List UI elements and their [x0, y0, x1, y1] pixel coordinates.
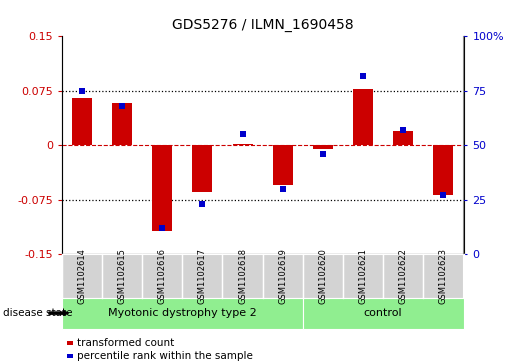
Bar [72, 98, 92, 145]
Title: GDS5276 / ILMN_1690458: GDS5276 / ILMN_1690458 [172, 19, 353, 33]
Text: GSM1102614: GSM1102614 [77, 248, 87, 304]
Text: GSM1102616: GSM1102616 [158, 248, 167, 304]
Bar [112, 103, 132, 145]
Text: transformed count: transformed count [77, 338, 175, 348]
Bar [273, 145, 293, 185]
Text: control: control [364, 308, 403, 318]
Text: GSM1102621: GSM1102621 [358, 248, 368, 304]
Text: Myotonic dystrophy type 2: Myotonic dystrophy type 2 [108, 308, 256, 318]
Bar [192, 145, 212, 192]
Text: disease state: disease state [3, 308, 72, 318]
Bar [353, 89, 373, 145]
Bar [152, 145, 172, 231]
Bar [232, 144, 252, 145]
Text: GSM1102617: GSM1102617 [198, 248, 207, 304]
Text: GSM1102615: GSM1102615 [117, 248, 127, 304]
Text: percentile rank within the sample: percentile rank within the sample [77, 351, 253, 361]
Text: GSM1102619: GSM1102619 [278, 248, 287, 304]
Bar [393, 131, 413, 145]
Text: GSM1102623: GSM1102623 [439, 248, 448, 304]
Text: GSM1102622: GSM1102622 [399, 248, 408, 304]
Bar [313, 145, 333, 149]
Text: GSM1102618: GSM1102618 [238, 248, 247, 304]
Text: GSM1102620: GSM1102620 [318, 248, 328, 304]
Bar [433, 145, 453, 195]
